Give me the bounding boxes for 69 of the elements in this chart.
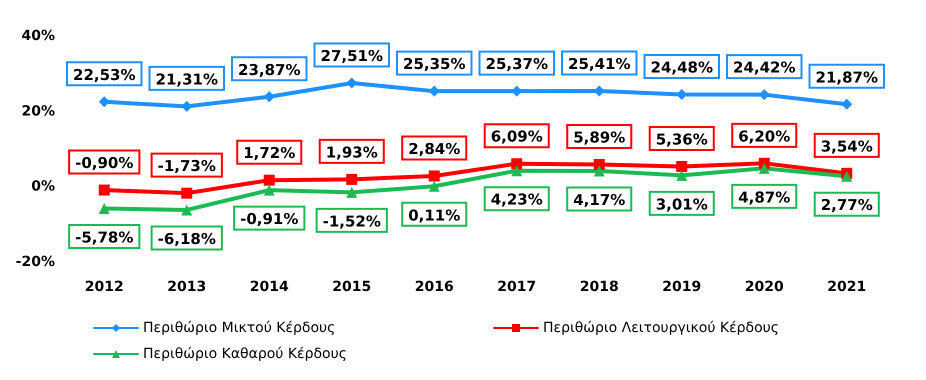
data-label: 27,51% [320, 47, 383, 66]
data-label: 24,48% [650, 58, 713, 76]
data-label: 5,36% [656, 130, 708, 148]
data-label: 4,87% [738, 188, 790, 206]
x-tick-label: 2017 [497, 279, 536, 295]
point [841, 98, 852, 110]
point [181, 204, 192, 216]
point [758, 162, 770, 174]
y-tick-label: 40% [21, 28, 55, 44]
point [428, 170, 440, 182]
data-label: -1,73% [158, 157, 216, 176]
point [346, 186, 358, 198]
legend-label: Περιθώριο Καθαρού Κέρδους [143, 346, 347, 362]
point [676, 88, 688, 100]
point [346, 174, 358, 185]
point [264, 174, 275, 186]
data-label: -0,91% [240, 210, 298, 228]
data-label: 4,23% [490, 190, 543, 209]
x-tick-label: 2012 [84, 279, 124, 295]
data-label: 21,87% [816, 68, 878, 86]
x-tick-label: 2020 [744, 279, 784, 295]
point [511, 158, 522, 170]
data-label: 4,17% [573, 190, 626, 209]
point [264, 184, 275, 196]
data-label: 3,54% [820, 137, 873, 156]
point [594, 158, 605, 170]
data-label: -5,78% [75, 228, 134, 246]
legend-label: Περιθώριο Μικτού Κέρδους [143, 320, 336, 336]
x-tick-label: 2016 [414, 279, 454, 295]
data-label: -6,18% [158, 230, 216, 248]
y-tick-label: -20% [16, 254, 55, 270]
point [594, 165, 605, 176]
data-label: 5,89% [573, 128, 626, 146]
y-tick-label: 0% [31, 178, 55, 195]
x-tick-label: 2019 [662, 279, 702, 295]
data-label: 1,93% [326, 143, 378, 162]
point [676, 170, 688, 181]
point [181, 188, 192, 199]
data-label: 24,42% [733, 58, 796, 77]
data-label: 2,77% [820, 196, 873, 214]
data-label: -0,90% [75, 154, 134, 172]
point [676, 160, 688, 172]
data-label: 2,84% [408, 140, 460, 158]
data-label: 3,01% [656, 195, 708, 214]
x-tick-label: 2018 [580, 279, 619, 295]
data-label: 21,31% [156, 70, 218, 88]
data-label: -1,52% [322, 212, 381, 230]
data-label: 25,41% [568, 54, 630, 73]
x-tick-label: 2015 [332, 279, 372, 295]
point [346, 78, 358, 89]
legend-label: Περιθώριο Λειτουργικού Κέρδους [543, 320, 779, 336]
point [511, 165, 522, 176]
point [98, 184, 110, 196]
x-tick-label: 2013 [167, 279, 206, 295]
data-label: 25,37% [486, 55, 548, 74]
data-label: 0,11% [408, 206, 460, 224]
data-label: 6,09% [490, 128, 543, 146]
data-label: 6,20% [738, 127, 790, 146]
data-label: 25,35% [403, 55, 466, 74]
y-tick-label: 20% [21, 103, 55, 120]
x-tick-label: 2014 [250, 279, 289, 295]
point [98, 202, 110, 214]
point [264, 91, 275, 102]
data-label: 23,87% [238, 60, 300, 79]
point [428, 180, 440, 192]
data-label: 1,72% [243, 144, 296, 162]
x-tick-label: 2021 [827, 279, 866, 295]
point [841, 170, 852, 182]
data-label: 22,53% [73, 66, 136, 84]
